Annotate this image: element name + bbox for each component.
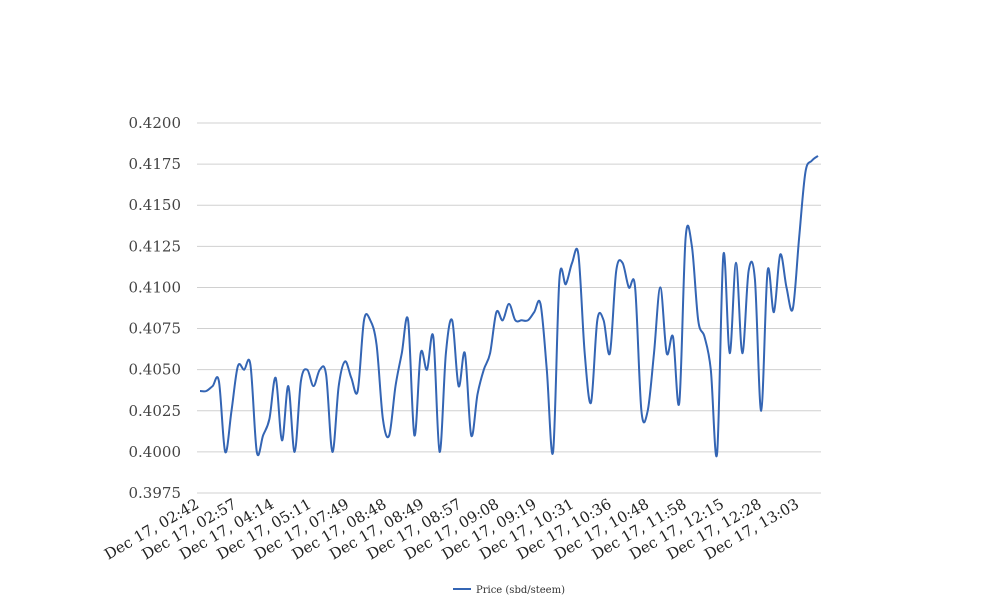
series-line-0 [199, 155, 819, 458]
y-tick-label: 0.3975 [129, 484, 182, 502]
legend[interactable]: Price (sbd/steem) [453, 585, 565, 596]
y-axis-tick-labels: 0.3975 0.4000 0.4025 0.4050 0.4075 0.4100 0.41… [129, 114, 182, 502]
y-tick-label: 0.4050 [129, 361, 182, 379]
y-tick-label: 0.4100 [129, 278, 182, 296]
legend-label: Price (sbd/steem) [476, 585, 565, 596]
gridlines [197, 122, 821, 494]
y-tick-label: 0.4150 [129, 196, 182, 214]
y-tick-label: 0.4025 [129, 402, 182, 420]
y-tick-label: 0.4175 [129, 155, 182, 173]
y-tick-label: 0.4000 [129, 443, 182, 461]
y-tick-label: 0.4200 [129, 114, 182, 132]
y-tick-label: 0.4075 [129, 320, 182, 338]
series-layer [199, 155, 819, 458]
y-tick-label: 0.4125 [129, 237, 182, 255]
